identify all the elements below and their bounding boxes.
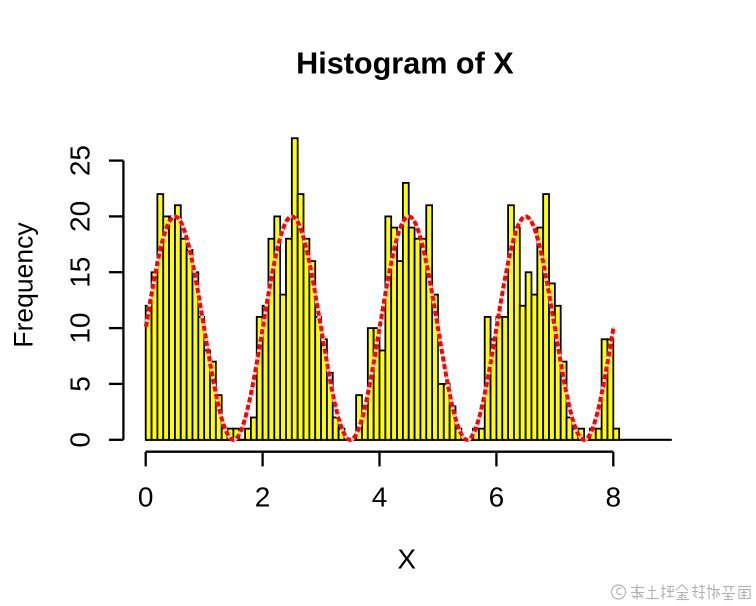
svg-text:0: 0 <box>65 432 96 448</box>
svg-text:Histogram of X: Histogram of X <box>296 47 514 81</box>
svg-text:4: 4 <box>372 482 388 513</box>
svg-text:2: 2 <box>255 482 271 513</box>
svg-text:8: 8 <box>606 482 622 513</box>
svg-text:Frequency: Frequency <box>9 222 39 348</box>
svg-text:25: 25 <box>65 145 96 176</box>
svg-text:20: 20 <box>65 201 96 232</box>
svg-text:15: 15 <box>65 257 96 288</box>
svg-text:X: X <box>397 544 416 575</box>
svg-text:10: 10 <box>65 313 96 344</box>
svg-text:6: 6 <box>489 482 505 513</box>
svg-text:5: 5 <box>65 376 96 392</box>
svg-text:0: 0 <box>138 482 154 513</box>
